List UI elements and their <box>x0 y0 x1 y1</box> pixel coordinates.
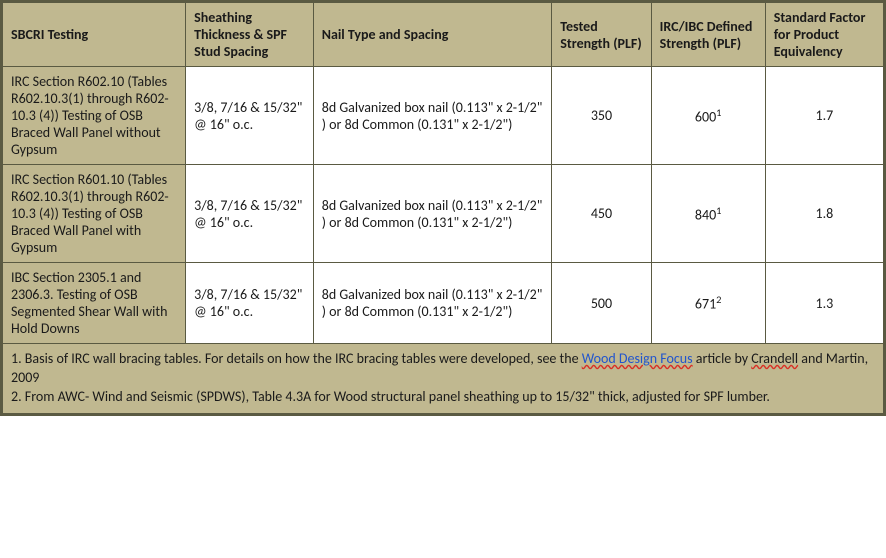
cell-sheathing: 3/8, 7/16 & 15/32" @ 16" o.c. <box>186 263 314 344</box>
cell-tested: 500 <box>552 263 651 344</box>
cell-nail: 8d Galvanized box nail (0.113" x 2-1/2" … <box>313 165 552 263</box>
cell-nail: 8d Galvanized box nail (0.113" x 2-1/2" … <box>313 263 552 344</box>
table-row: IBC Section 2305.1 and 2306.3. Testing o… <box>3 263 884 344</box>
cell-factor: 1.3 <box>765 263 883 344</box>
sbcri-table-wrapper: SBCRI Testing Sheathing Thickness & SPF … <box>0 0 886 416</box>
sbcri-table: SBCRI Testing Sheathing Thickness & SPF … <box>2 2 884 414</box>
wood-design-focus-link[interactable]: Wood Design Focus <box>582 350 693 367</box>
footnote-1-afterlink: article by <box>693 350 752 367</box>
col-header-sbcri: SBCRI Testing <box>3 3 186 67</box>
cell-sbcri: IRC Section R601.10 (Tables R602.10.3(1)… <box>3 165 186 263</box>
footnote-1-name: Crandell <box>751 350 798 367</box>
cell-nail: 8d Galvanized box nail (0.113" x 2-1/2" … <box>313 67 552 165</box>
cell-defined: 6001 <box>651 67 765 165</box>
footnote-ref: 1 <box>716 106 721 119</box>
cell-sheathing: 3/8, 7/16 & 15/32" @ 16" o.c. <box>186 165 314 263</box>
col-header-factor: Standard Factor for Product Equivalency <box>765 3 883 67</box>
cell-defined: 6712 <box>651 263 765 344</box>
cell-sheathing: 3/8, 7/16 & 15/32" @ 16" o.c. <box>186 67 314 165</box>
cell-factor: 1.7 <box>765 67 883 165</box>
table-row: IRC Section R601.10 (Tables R602.10.3(1)… <box>3 165 884 263</box>
cell-sbcri: IBC Section 2305.1 and 2306.3. Testing o… <box>3 263 186 344</box>
footnotes-row: 1. Basis of IRC wall bracing tables. For… <box>3 344 884 414</box>
footnotes-cell: 1. Basis of IRC wall bracing tables. For… <box>3 344 884 414</box>
footnote-2: 2. From AWC- Wind and Seismic (SPDWS), T… <box>11 388 770 405</box>
table-row: IRC Section R602.10 (Tables R602.10.3(1)… <box>3 67 884 165</box>
cell-factor: 1.8 <box>765 165 883 263</box>
cell-tested: 450 <box>552 165 651 263</box>
footnote-1-prefix: 1. Basis of IRC wall bracing tables. For… <box>11 350 582 367</box>
header-row: SBCRI Testing Sheathing Thickness & SPF … <box>3 3 884 67</box>
table-body: IRC Section R602.10 (Tables R602.10.3(1)… <box>3 67 884 344</box>
footnote-ref: 1 <box>716 204 721 217</box>
col-header-tested: Tested Strength (PLF) <box>552 3 651 67</box>
footnote-ref: 2 <box>716 293 721 306</box>
col-header-nail: Nail Type and Spacing <box>313 3 552 67</box>
cell-sbcri: IRC Section R602.10 (Tables R602.10.3(1)… <box>3 67 186 165</box>
col-header-sheathing: Sheathing Thickness & SPF Stud Spacing <box>186 3 314 67</box>
col-header-defined: IRC/IBC Defined Strength (PLF) <box>651 3 765 67</box>
cell-defined: 8401 <box>651 165 765 263</box>
cell-tested: 350 <box>552 67 651 165</box>
